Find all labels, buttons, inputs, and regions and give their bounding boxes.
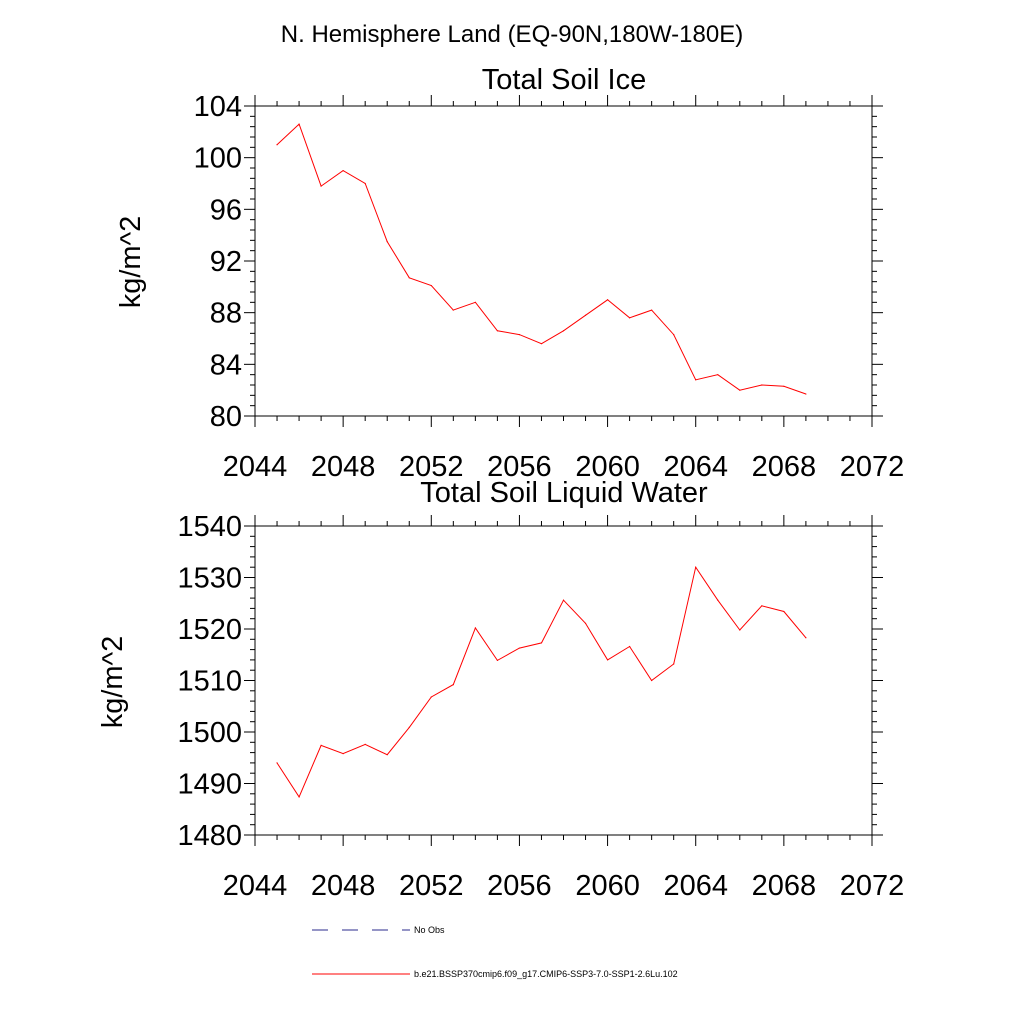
y-axis-label: kg/m^2 — [97, 636, 129, 729]
chart-title: Total Soil Ice — [482, 64, 646, 96]
data-point — [364, 182, 366, 185]
x-tick-label: 2072 — [840, 451, 905, 483]
y-tick-label: 96 — [210, 194, 242, 226]
x-tick-label: 2056 — [487, 870, 552, 902]
data-point — [496, 330, 498, 332]
legend: No Obs b.e21.BSSP370cmip6.f09_g17.CMIP6-… — [312, 925, 678, 979]
y-tick-label: 84 — [210, 349, 242, 381]
data-point — [430, 284, 432, 287]
y-axis-label: kg/m^2 — [115, 216, 147, 309]
data-point — [606, 659, 609, 661]
data-point — [430, 696, 432, 698]
data-point — [805, 637, 807, 639]
data-point — [584, 622, 587, 624]
x-tick-label: 2060 — [575, 870, 640, 902]
data-point — [695, 566, 697, 568]
x-tick-label: 2044 — [223, 451, 288, 483]
data-point — [408, 277, 410, 279]
data-point — [540, 343, 543, 345]
data-point — [695, 379, 697, 381]
x-tick-label: 2048 — [311, 451, 376, 483]
data-point — [717, 599, 719, 601]
y-tick-label: 88 — [210, 298, 242, 330]
data-point — [276, 144, 278, 146]
y-tick-label: 80 — [210, 401, 242, 433]
x-tick-label: 2068 — [752, 451, 817, 483]
data-point — [408, 726, 410, 728]
legend-label-obs: No Obs — [414, 925, 445, 935]
data-point — [606, 299, 609, 301]
data-point — [739, 629, 741, 631]
y-tick-label: 1500 — [177, 717, 242, 749]
plot-area: 2044 2048 2052 2056 2060 2064 2068 2072 80 84 88 92… — [194, 91, 905, 483]
data-point — [739, 389, 741, 391]
y-tick-label: 1540 — [177, 511, 242, 543]
data-point — [474, 627, 476, 629]
data-point — [783, 610, 785, 613]
y-tick-label: 1520 — [177, 614, 242, 646]
x-tick-label: 2064 — [663, 870, 728, 902]
data-point — [276, 762, 278, 764]
data-point — [673, 334, 675, 336]
data-point — [518, 647, 521, 649]
x-tick-label: 2048 — [311, 870, 376, 902]
data-point — [629, 317, 631, 319]
data-point — [629, 645, 631, 648]
data-point — [452, 309, 454, 311]
data-point — [474, 301, 476, 303]
legend-label-model: b.e21.BSSP370cmip6.f09_g17.CMIP6-SSP3-7.… — [414, 969, 678, 979]
data-point — [386, 241, 388, 243]
plot-area: 2044 2048 2052 2056 2060 2064 2068 2072 1480 1490… — [177, 511, 904, 902]
x-tick-label: 2068 — [752, 870, 817, 902]
data-point — [342, 753, 344, 755]
data-point — [761, 605, 763, 607]
x-tick-label: 2072 — [840, 870, 905, 902]
data-point — [452, 684, 454, 686]
y-tick-label: 100 — [194, 143, 242, 175]
page-title: N. Hemisphere Land (EQ-90N,180W-180E) — [281, 21, 743, 48]
data-point — [761, 384, 763, 386]
x-tick-label: 2052 — [399, 870, 464, 902]
y-tick-label: 1490 — [177, 769, 242, 801]
x-tick-label: 2044 — [223, 870, 288, 902]
chart-panel-soil-liquid-water: Total Soil Liquid Water kg/m^2 2044 2048 2… — [97, 477, 904, 902]
x-tick-label: 2056 — [487, 451, 552, 483]
data-point — [651, 309, 653, 311]
y-tick-label: 1530 — [177, 563, 242, 595]
data-point — [783, 385, 785, 387]
data-point — [342, 169, 344, 172]
data-point — [298, 796, 300, 798]
data-point — [651, 679, 653, 682]
y-tick-label: 92 — [210, 246, 242, 278]
chart-panel-soil-ice: Total Soil Ice kg/m^2 2044 2048 2052 2056 20… — [115, 64, 904, 483]
x-tick-label: 2052 — [399, 451, 464, 483]
x-tick-label: 2060 — [575, 451, 640, 483]
data-point — [320, 185, 322, 187]
data-point — [805, 393, 807, 395]
data-point — [386, 754, 388, 756]
data-point — [584, 314, 587, 316]
data-point — [298, 123, 300, 125]
data-point — [717, 374, 719, 376]
data-point — [518, 334, 521, 336]
plot-frame — [254, 525, 873, 836]
data-point — [562, 330, 565, 332]
y-tick-label: 1480 — [177, 820, 242, 852]
data-point — [540, 642, 543, 644]
data-point — [320, 744, 322, 746]
plot-frame — [254, 105, 873, 417]
chart-title: Total Soil Liquid Water — [420, 477, 708, 509]
data-point — [364, 743, 366, 745]
y-tick-label: 104 — [194, 91, 242, 123]
y-tick-label: 1510 — [177, 666, 242, 698]
data-point — [562, 599, 565, 601]
data-point — [673, 663, 675, 665]
x-tick-label: 2064 — [663, 451, 728, 483]
series-line — [276, 565, 807, 798]
series-line — [276, 123, 807, 395]
data-point — [496, 659, 498, 662]
